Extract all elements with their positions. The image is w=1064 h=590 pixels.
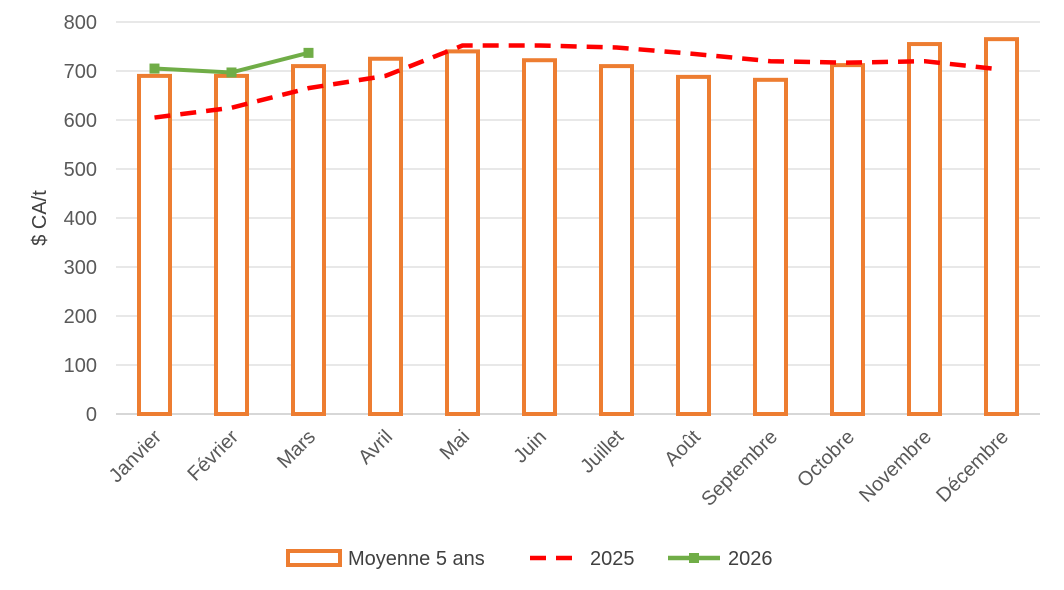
y-tick-label: 200 <box>64 306 97 328</box>
x-tick-label: Février <box>183 426 243 486</box>
x-tick-label: Octobre <box>793 426 859 492</box>
y-tick-label: 800 <box>64 12 97 34</box>
bar <box>984 37 1019 417</box>
legend-label: Moyenne 5 ans <box>348 548 485 570</box>
y-tick-label: 100 <box>64 355 97 377</box>
data-point <box>303 47 314 58</box>
bar <box>368 56 403 416</box>
x-tick-label: Mai <box>436 426 474 464</box>
bar <box>522 58 557 416</box>
series-line <box>154 43 1002 120</box>
x-tick-label: Janvier <box>105 426 166 487</box>
legend-label: 2026 <box>728 548 773 570</box>
y-tick-label: 500 <box>64 159 97 181</box>
legend-marker <box>689 553 699 563</box>
x-tick-label: Novembre <box>855 426 936 507</box>
legend-item: 2025 <box>530 548 635 570</box>
x-tick-label: Décembre <box>932 426 1013 507</box>
bar <box>445 49 480 417</box>
y-axis-title: $ CA/t <box>29 190 51 246</box>
y-tick-label: 300 <box>64 257 97 279</box>
bar <box>830 63 865 417</box>
x-tick-label: Juin <box>510 426 552 468</box>
legend-swatch <box>286 549 342 567</box>
x-tick-label: Avril <box>354 426 397 469</box>
legend-label: 2025 <box>590 548 635 570</box>
y-tick-label: 700 <box>64 61 97 83</box>
y-tick-label: 400 <box>64 208 97 230</box>
x-tick-label: Juillet <box>576 426 628 478</box>
x-tick-label: Mars <box>273 426 320 473</box>
legend-item: Moyenne 5 ans <box>286 548 485 570</box>
x-tick-label: Septembre <box>697 426 782 511</box>
y-axis: 0 100 200 300 400 500 600 700 800 <box>64 12 97 426</box>
gridlines <box>116 21 1040 415</box>
y-tick-label: 600 <box>64 110 97 132</box>
data-point <box>149 63 160 74</box>
bar <box>214 73 249 417</box>
bar-series <box>137 37 1019 417</box>
bar <box>676 74 711 416</box>
bar <box>291 64 326 416</box>
y-tick-label: 0 <box>86 404 97 426</box>
line-series <box>149 43 1002 120</box>
x-tick-label: Août <box>660 426 705 471</box>
x-axis: Janvier Février Mars Avril Mai Juin Juillet Aoû… <box>105 426 1013 511</box>
bar <box>753 77 788 416</box>
bar <box>137 73 172 417</box>
legend-item: 2026 <box>668 548 773 570</box>
data-point <box>226 67 237 78</box>
legend: Moyenne 5 ans 2025 2026 <box>286 548 773 570</box>
bar <box>599 64 634 416</box>
bar <box>907 42 942 417</box>
